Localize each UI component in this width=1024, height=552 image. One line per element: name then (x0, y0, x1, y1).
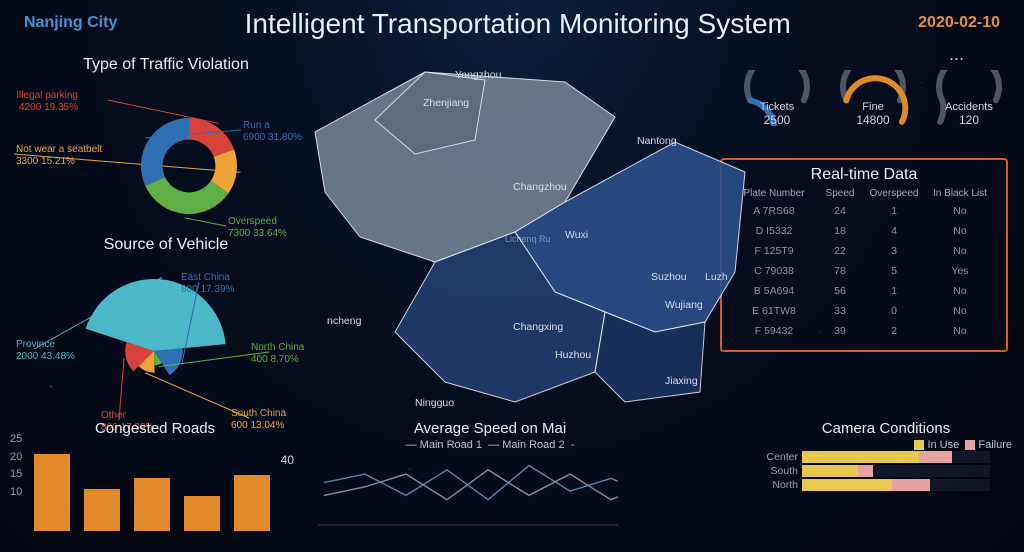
table-row[interactable]: A 7RS68241No (732, 202, 996, 222)
camera-title: Camera Conditions (760, 420, 1012, 437)
svg-text:North China: North China (251, 342, 305, 353)
svg-text:Jiaxing: Jiaxing (665, 375, 698, 387)
source-rose-chart: Province2000 43.48% East China800 17.39% N… (6, 256, 326, 436)
date-label: 2020-02-10 (918, 14, 1000, 32)
svg-text:ncheng: ncheng (327, 315, 362, 327)
avgspeed-chart (318, 451, 618, 541)
legend-failure: Failure (978, 439, 1012, 451)
congested-bars: 2520151040 (8, 439, 298, 531)
camera-legend: In Use Failure (760, 439, 1012, 451)
camera-row: North (760, 479, 990, 491)
svg-text:Lichenq Ru: Lichenq Ru (505, 234, 551, 244)
svg-text:Overspeed: Overspeed (228, 216, 277, 227)
svg-text:120: 120 (959, 113, 979, 126)
table-row[interactable]: C 79038785Yes (732, 262, 996, 282)
violation-donut: Illegal parking4200 19.35% Not wear a sea… (6, 76, 326, 246)
table-row[interactable]: B 5A694561No (732, 282, 996, 302)
realtime-header: Plate Number Speed Overspeed In Black Li… (732, 188, 996, 199)
svg-text:Illegal parking: Illegal parking (16, 90, 78, 101)
more-icon[interactable]: ... (949, 44, 964, 65)
gauge-row: Tickets2500 Fine14800 Accidents120 (738, 70, 1008, 131)
svg-text:Huzhou: Huzhou (555, 349, 591, 361)
avgspeed-title: Average Speed on Mai (318, 420, 662, 437)
svg-text:East China: East China (181, 272, 230, 283)
col-overspeed: Overspeed (864, 188, 924, 199)
svg-text:400 8.70%: 400 8.70% (251, 354, 299, 365)
svg-text:2500: 2500 (764, 113, 791, 126)
page-title: Intelligent Transportation Monitoring Sy… (117, 8, 918, 40)
svg-text:Zhenjiang: Zhenjiang (423, 97, 469, 109)
gauge-accidents: Accidents120 (930, 70, 1008, 131)
svg-text:Province: Province (16, 339, 55, 350)
camera-row: South (760, 465, 990, 477)
region-map[interactable]: Yangzhou Zhenjiang Nantong Changzhou Wuxi Suz… (305, 62, 750, 417)
svg-text:Changzhou: Changzhou (513, 181, 567, 193)
legend-road2: Main Road 2 (502, 439, 564, 451)
legend-road1: Main Road 1 (420, 439, 482, 451)
avgspeed-legend: — Main Road 1 — Main Road 2 - (318, 439, 662, 451)
table-row[interactable]: F 125T9223No (732, 242, 996, 262)
table-row[interactable]: D I5332184No (732, 222, 996, 242)
svg-text:Tickets: Tickets (760, 101, 795, 113)
svg-text:Changxing: Changxing (513, 321, 563, 333)
svg-text:South China: South China (231, 408, 286, 419)
svg-text:Accidents: Accidents (945, 101, 993, 113)
realtime-title: Real-time Data (732, 166, 996, 184)
camera-row: Center (760, 451, 990, 463)
svg-text:Not wear a seatbelt: Not wear a seatbelt (16, 144, 102, 155)
svg-text:Wujiang: Wujiang (665, 299, 703, 311)
violation-title: Type of Traffic Violation (6, 56, 326, 74)
svg-text:Run a: Run a (243, 120, 270, 131)
legend-inuse: In Use (927, 439, 959, 451)
svg-text:14800: 14800 (856, 113, 890, 126)
svg-text:6900 31.80%: 6900 31.80% (243, 132, 302, 143)
gauge-fine: Fine14800 (834, 70, 912, 131)
congested-title: Congested Roads (8, 420, 302, 437)
svg-text:3300 15.21%: 3300 15.21% (16, 156, 75, 167)
svg-text:4200 19.35%: 4200 19.35% (19, 102, 78, 113)
svg-text:Yangzhou: Yangzhou (455, 69, 502, 81)
col-speed: Speed (816, 188, 864, 199)
svg-text:Ningguo: Ningguo (415, 397, 454, 409)
svg-text:2000 43.48%: 2000 43.48% (16, 351, 75, 362)
realtime-panel: Real-time Data Plate Number Speed Oversp… (720, 158, 1008, 352)
city-label: Nanjing City (24, 14, 117, 32)
svg-text:Wuxi: Wuxi (565, 229, 588, 241)
camera-bars: Center South North (760, 451, 990, 491)
svg-text:800 17.39%: 800 17.39% (181, 284, 234, 295)
col-blacklist: In Black List (924, 188, 996, 199)
svg-text:Nantong: Nantong (637, 135, 677, 147)
svg-text:Suzhou: Suzhou (651, 271, 687, 283)
svg-text:7300 33.64%: 7300 33.64% (228, 228, 287, 239)
table-row[interactable]: E 61TW8330No (732, 302, 996, 322)
svg-text:Fine: Fine (862, 101, 883, 113)
table-row[interactable]: F 59432392No (732, 322, 996, 342)
svg-text:Luzh: Luzh (705, 271, 728, 283)
